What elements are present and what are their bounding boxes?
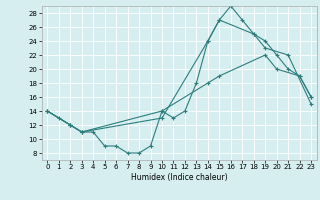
X-axis label: Humidex (Indice chaleur): Humidex (Indice chaleur) xyxy=(131,173,228,182)
